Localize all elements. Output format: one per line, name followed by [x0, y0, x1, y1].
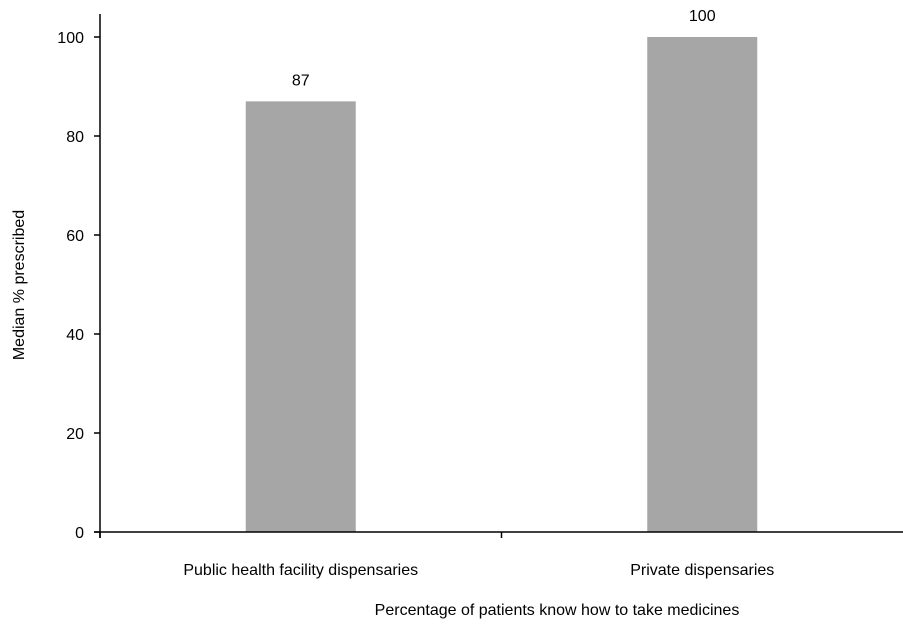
- category-label-2: Private dispensaries: [630, 562, 774, 579]
- y-tick-label-40: 40: [66, 327, 84, 344]
- data-label-2: 100: [689, 8, 716, 25]
- bar-1: [245, 101, 356, 532]
- category-label-1: Public health facility dispensaries: [183, 562, 418, 579]
- bar-2: [647, 37, 758, 532]
- y-tick-label-20: 20: [66, 426, 84, 443]
- y-tick-label-0: 0: [75, 525, 84, 542]
- x-axis-title: Percentage of patients know how to take …: [375, 602, 740, 619]
- y-tick-label-60: 60: [66, 228, 84, 245]
- data-label-1: 87: [292, 72, 310, 89]
- y-tick-label-100: 100: [57, 30, 84, 47]
- y-tick-label-80: 80: [66, 129, 84, 146]
- y-axis-title: Median % prescribed: [11, 210, 28, 360]
